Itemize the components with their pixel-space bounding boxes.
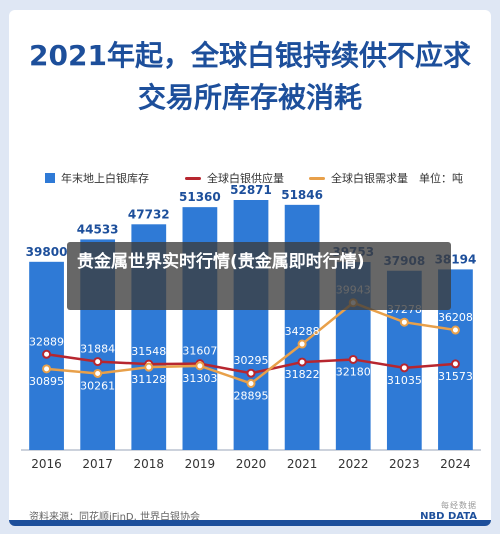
nbd-logo: 每经数据 NBD DATA xyxy=(397,500,477,526)
x-tick-label-2016: 2016 xyxy=(31,457,62,471)
supply-value-label-2019: 31607 xyxy=(182,345,217,358)
supply-point-2020 xyxy=(246,368,256,378)
x-tick-label-2024: 2024 xyxy=(440,457,471,471)
legend-swatch-demand xyxy=(309,176,325,180)
demand-point-2018 xyxy=(144,362,154,372)
demand-value-label-2018: 31128 xyxy=(131,373,166,386)
legend-item-demand: 全球白银需求量 xyxy=(309,170,408,186)
logo-top-text: 每经数据 xyxy=(441,501,477,510)
bar-value-label-2017: 44533 xyxy=(77,222,119,236)
bar-value-label-2018: 47732 xyxy=(128,207,170,221)
legend-item-supply: 全球白银供应量 xyxy=(185,170,284,186)
x-tick-label-2017: 2017 xyxy=(82,457,113,471)
demand-value-label-2016: 30895 xyxy=(29,375,64,388)
supply-point-2024 xyxy=(450,359,460,369)
chart-legend: 年末地上白银库存 全球白银供应量 全球白银需求量 单位：吨 xyxy=(45,170,475,188)
supply-point-2017 xyxy=(93,357,103,367)
supply-value-label-2021: 31822 xyxy=(285,368,320,381)
logo-bottom-text: NBD DATA xyxy=(420,511,477,522)
bar-value-label-2016: 39800 xyxy=(26,245,68,259)
legend-label-supply: 全球白银供应量 xyxy=(207,172,284,185)
legend-swatch-bar xyxy=(45,173,55,183)
demand-point-2017 xyxy=(93,368,103,378)
bar-value-label-2019: 51360 xyxy=(179,190,221,204)
overlay-banner: 贵金属世界实时行情(贵金属即时行情) xyxy=(67,242,451,310)
bottom-strip xyxy=(9,520,491,526)
legend-item-stock: 年末地上白银库存 xyxy=(45,170,149,186)
unit-label: 单位：吨 xyxy=(419,172,463,185)
source-note: 资料来源：同花顺iFinD, 世界白银协会 xyxy=(29,512,200,523)
bar-value-label-2020: 52871 xyxy=(230,183,272,197)
demand-value-label-2024: 36208 xyxy=(438,311,473,324)
x-tick-label-2021: 2021 xyxy=(287,457,318,471)
infographic-card: 2021年起，全球白银持续供不应求 交易所库存被消耗 年末地上白银库存 全球白银… xyxy=(9,10,491,526)
legend-label-stock: 年末地上白银库存 xyxy=(61,172,149,185)
demand-value-label-2017: 30261 xyxy=(80,379,115,392)
demand-value-label-2019: 31303 xyxy=(182,372,217,385)
x-tick-label-2018: 2018 xyxy=(134,457,165,471)
supply-value-label-2018: 31548 xyxy=(131,345,166,358)
supply-point-2021 xyxy=(297,357,307,367)
overlay-text: 贵金属世界实时行情(贵金属即时行情) xyxy=(77,252,365,272)
x-tick-label-2023: 2023 xyxy=(389,457,420,471)
supply-point-2022 xyxy=(348,354,358,364)
legend-swatch-supply xyxy=(185,176,201,180)
supply-value-label-2024: 31573 xyxy=(438,370,473,383)
x-tick-label-2022: 2022 xyxy=(338,457,369,471)
demand-point-2019 xyxy=(195,361,205,371)
supply-value-label-2016: 32889 xyxy=(29,335,64,348)
legend-label-demand: 全球白银需求量 xyxy=(331,172,408,185)
supply-value-label-2017: 31884 xyxy=(80,343,115,356)
x-tick-label-2019: 2019 xyxy=(185,457,216,471)
supply-value-label-2023: 31035 xyxy=(387,374,422,387)
demand-value-label-2021: 34288 xyxy=(285,325,320,338)
x-tick-label-2020: 2020 xyxy=(236,457,267,471)
bar-2020 xyxy=(233,200,269,450)
demand-point-2021 xyxy=(297,339,307,349)
bar-value-label-2021: 51846 xyxy=(281,188,323,202)
title-line-2: 交易所库存被消耗 xyxy=(137,81,362,114)
demand-value-label-2020: 28895 xyxy=(234,389,269,402)
supply-point-2016 xyxy=(42,349,52,359)
demand-point-2016 xyxy=(42,364,52,374)
demand-point-2020 xyxy=(246,378,256,388)
demand-point-2024 xyxy=(450,325,460,335)
title-line-1: 2021年起，全球白银持续供不应求 xyxy=(29,39,471,72)
supply-value-label-2022: 32180 xyxy=(336,365,371,378)
supply-value-label-2020: 30295 xyxy=(234,354,269,367)
supply-point-2023 xyxy=(399,363,409,373)
demand-point-2023 xyxy=(399,317,409,327)
